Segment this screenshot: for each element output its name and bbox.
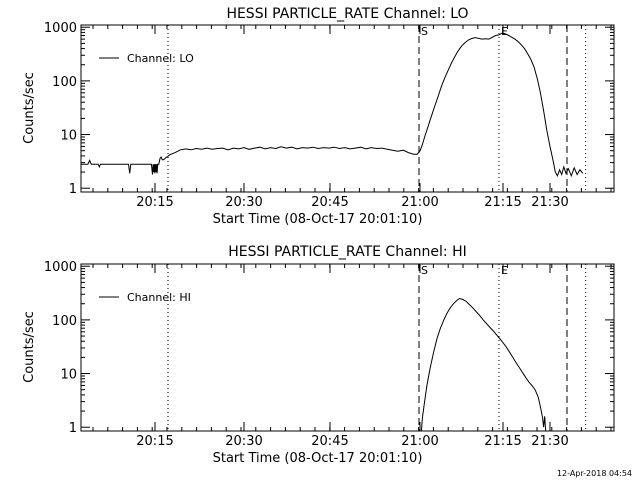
y-tick-label: 10 [60,129,77,144]
marker-label: S [421,25,428,38]
x-tick-label: 21:15 [484,434,521,449]
legend-label: Channel: LO [127,52,194,65]
chart-title: HESSI PARTICLE_RATE Channel: HI [228,244,466,260]
x-tick-label: 21:00 [401,434,438,449]
x-axis-label: Start Time (08-Oct-17 20:01:10) [213,212,423,227]
chart-title: HESSI PARTICLE_RATE Channel: LO [226,6,468,22]
y-tick-label: 1000 [44,260,77,275]
timestamp-footer: 12-Apr-2018 04:54 [556,469,632,478]
x-tick-label: 20:15 [136,434,173,449]
y-tick-label: 1000 [44,21,77,36]
marker-label: S [421,264,428,277]
plot-frame [80,263,615,432]
marker-label: E [501,25,508,38]
y-tick-label: 1 [69,421,77,436]
y-axis-label: Counts/sec [22,72,37,144]
x-tick-label: 20:45 [311,195,348,210]
x-tick-label: 20:30 [225,434,262,449]
y-tick-label: 100 [52,75,77,90]
x-tick-label: 21:30 [531,195,568,210]
x-tick-label: 20:15 [136,195,173,210]
x-tick-label: 20:30 [225,195,262,210]
x-tick-label: 21:30 [531,434,568,449]
x-axis-label: Start Time (08-Oct-17 20:01:10) [213,451,423,466]
series-line [81,32,584,178]
y-tick-label: 1 [69,182,77,197]
plot-frame [80,24,615,193]
x-tick-label: 20:45 [311,434,348,449]
chart-panel-2: HESSI PARTICLE_RATE Channel: HI 1 10 100 100… [22,244,615,466]
y-axis-label: Counts/sec [22,311,37,383]
y-tick-label: 10 [60,368,77,383]
chart-panel-1: HESSI PARTICLE_RATE Channel: LO 1 10 100 100… [22,6,615,227]
x-tick-label: 21:15 [484,195,521,210]
y-tick-label: 100 [52,314,77,329]
marker-label: E [501,264,508,277]
legend-label: Channel: HI [127,291,191,304]
series-line [420,297,547,431]
x-tick-label: 21:00 [401,195,438,210]
